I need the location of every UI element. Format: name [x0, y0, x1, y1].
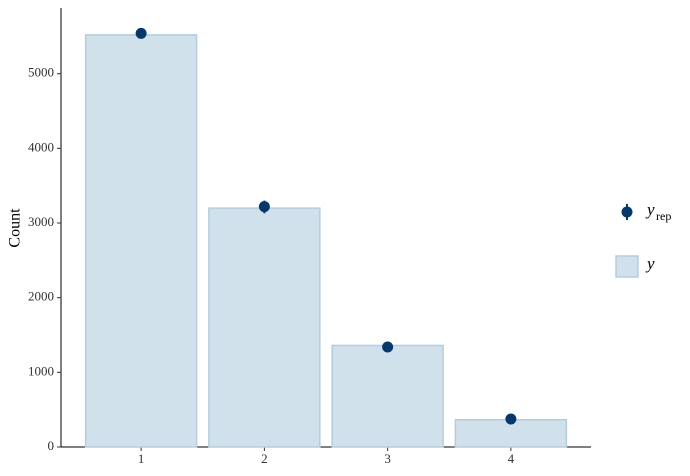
- bar: [84, 34, 198, 448]
- bar: [331, 344, 444, 448]
- y-axis-title: Count: [7, 208, 24, 248]
- y-tick-label: 3000: [28, 214, 54, 229]
- legend-symbol: [615, 255, 639, 278]
- point: [135, 27, 147, 39]
- x-tick-label: 4: [508, 451, 515, 466]
- y-tick-label: 2000: [28, 289, 54, 304]
- legend-label: y: [645, 200, 655, 219]
- point: [382, 341, 394, 353]
- legend-label-sub: rep: [656, 209, 671, 223]
- y-tick-label: 1000: [28, 363, 54, 378]
- y-tick-label: 5000: [28, 65, 54, 80]
- point: [258, 201, 270, 213]
- bar: [208, 207, 321, 448]
- x-tick-label: 3: [384, 451, 391, 466]
- x-tick-label: 2: [261, 451, 268, 466]
- x-tick-label: 1: [138, 451, 145, 466]
- legend-symbol: [621, 206, 633, 218]
- legend-label: y: [645, 254, 655, 273]
- point: [505, 413, 517, 425]
- y-tick-label: 0: [48, 438, 55, 453]
- y-tick-label: 4000: [28, 139, 54, 154]
